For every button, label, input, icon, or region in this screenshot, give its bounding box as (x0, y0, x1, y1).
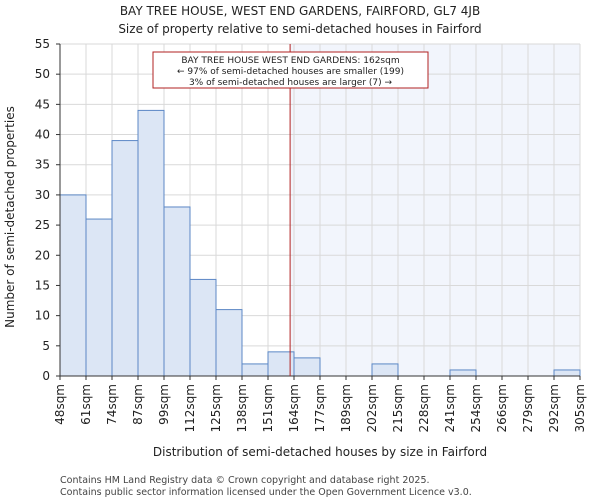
x-tick-label: 189sqm (339, 384, 353, 432)
x-tick-label: 125sqm (209, 384, 223, 432)
annotation-line-2: ← 97% of semi-detached houses are smalle… (177, 67, 404, 77)
bar-138sqm (241, 363, 269, 377)
bar-61sqm (85, 218, 113, 377)
footer-line-2: Contains public sector information licen… (60, 487, 472, 498)
y-tick-label: 20 (35, 248, 50, 262)
y-tick-label: 40 (35, 128, 50, 142)
bar-164sqm (293, 357, 321, 377)
footer-line-1: Contains HM Land Registry data © Crown c… (60, 475, 430, 486)
y-tick-label: 15 (35, 278, 50, 292)
x-tick-label: 241sqm (443, 384, 457, 432)
x-tick-label: 112sqm (183, 384, 197, 432)
x-tick-label: 202sqm (365, 384, 379, 432)
plot-area: 0 5 10 15 20 25 30 35 40 45 50 55 48sqm 61sqm 74sqm 87s… (35, 37, 587, 432)
bar-87sqm (137, 109, 165, 377)
bar-125sqm (215, 309, 243, 377)
chart-title: BAY TREE HOUSE, WEST END GARDENS, FAIRFO… (120, 4, 480, 18)
highlight-region (290, 44, 580, 376)
x-tick-label: 305sqm (573, 384, 587, 432)
bar-292sqm (553, 369, 581, 377)
x-tick-label: 87sqm (131, 384, 145, 425)
x-tick-label: 292sqm (547, 384, 561, 432)
bar-74sqm (111, 140, 139, 377)
y-tick-label: 35 (35, 158, 50, 172)
x-tick-label: 61sqm (79, 384, 93, 425)
x-tick-label: 151sqm (261, 384, 275, 432)
annotation-line-3: 3% of semi-detached houses are larger (7… (189, 78, 393, 88)
bar-241sqm (449, 369, 477, 377)
y-tick-label: 0 (42, 369, 50, 383)
x-tick-label: 177sqm (313, 384, 327, 432)
y-axis-label: Number of semi-detached properties (3, 106, 17, 328)
x-tick-label: 279sqm (521, 384, 535, 432)
x-tick-label: 228sqm (417, 384, 431, 432)
bar-112sqm (189, 278, 217, 377)
x-tick-label: 164sqm (287, 384, 301, 432)
y-tick-label: 10 (35, 309, 50, 323)
y-tick-label: 5 (42, 339, 50, 353)
x-tick-label: 99sqm (157, 384, 171, 425)
bar-99sqm (163, 206, 191, 377)
y-tick-label: 50 (35, 67, 50, 81)
bar-48sqm (59, 194, 87, 377)
x-tick-label: 74sqm (105, 384, 119, 425)
y-tick-label: 30 (35, 188, 50, 202)
y-tick-label: 25 (35, 218, 50, 232)
x-axis-label: Distribution of semi-detached houses by … (153, 445, 487, 459)
annotation-line-1: BAY TREE HOUSE WEST END GARDENS: 162sqm (181, 56, 399, 66)
x-tick-label: 215sqm (391, 384, 405, 432)
x-tick-label: 266sqm (495, 384, 509, 432)
bar-202sqm (371, 363, 399, 377)
annotation-box (152, 51, 429, 89)
x-tick-label: 48sqm (53, 384, 67, 425)
chart-subtitle: Size of property relative to semi-detach… (118, 22, 481, 36)
y-tick-label: 55 (35, 37, 50, 51)
x-tick-label: 254sqm (469, 384, 483, 432)
x-tick-label: 138sqm (235, 384, 249, 432)
y-tick-label: 45 (35, 97, 50, 111)
